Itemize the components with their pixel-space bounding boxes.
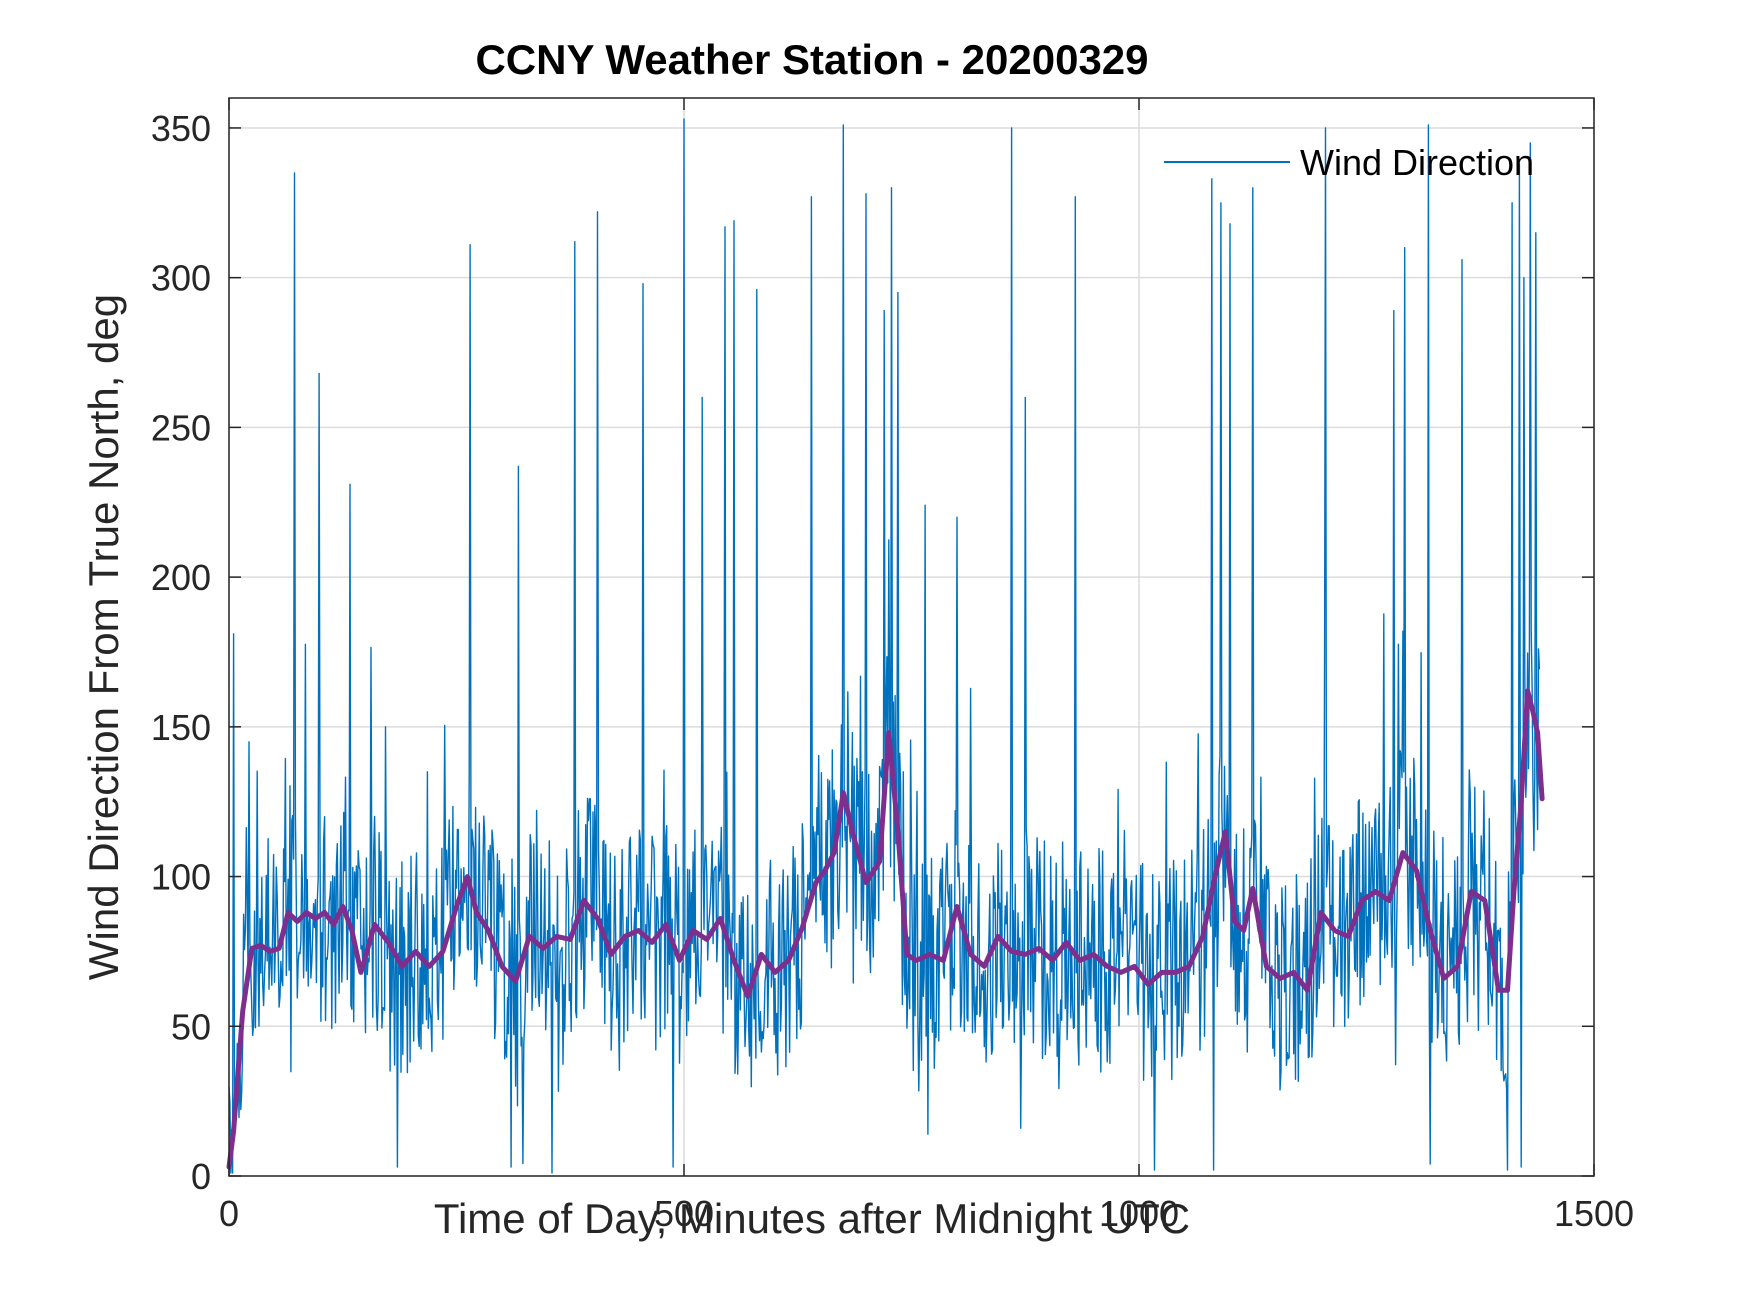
series-line-wind-direction <box>228 118 1541 1174</box>
x-axis-tick-labels: 0 500 1000 1500 <box>219 1193 1634 1234</box>
y-tick-label: 350 <box>151 108 211 149</box>
x-axis-label: Time of Day, Minutes after Midnight UTC <box>434 1195 1190 1242</box>
y-tick-label: 100 <box>151 857 211 898</box>
y-tick-label: 200 <box>151 557 211 598</box>
y-axis-label: Wind Direction From True North, deg <box>80 294 127 980</box>
axis-ticks <box>228 98 1595 1177</box>
x-tick-label: 1500 <box>1554 1193 1634 1234</box>
legend-label-wind-direction: Wind Direction <box>1300 142 1534 183</box>
y-tick-label: 50 <box>171 1006 211 1047</box>
y-tick-label: 150 <box>151 707 211 748</box>
plot-area-background <box>229 98 1594 1176</box>
plot-area-frame <box>228 97 1595 1177</box>
chart-title: CCNY Weather Station - 20200329 <box>475 36 1148 83</box>
y-axis-tick-labels: 0 50 100 150 200 250 300 350 <box>151 108 211 1197</box>
y-tick-label: 250 <box>151 407 211 448</box>
y-tick-label: 0 <box>191 1156 211 1197</box>
y-tick-label: 300 <box>151 258 211 299</box>
x-tick-label: 1000 <box>1099 1193 1179 1234</box>
series-layer <box>226 118 1545 1174</box>
legend: Wind Direction <box>1164 142 1534 183</box>
series-line-smoothed <box>226 688 1545 1170</box>
x-tick-label: 0 <box>219 1193 239 1234</box>
x-tick-label: 500 <box>654 1193 714 1234</box>
